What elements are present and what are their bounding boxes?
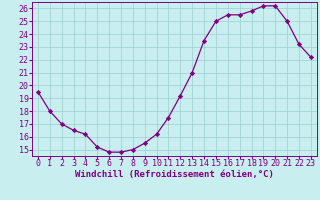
X-axis label: Windchill (Refroidissement éolien,°C): Windchill (Refroidissement éolien,°C) <box>75 170 274 179</box>
